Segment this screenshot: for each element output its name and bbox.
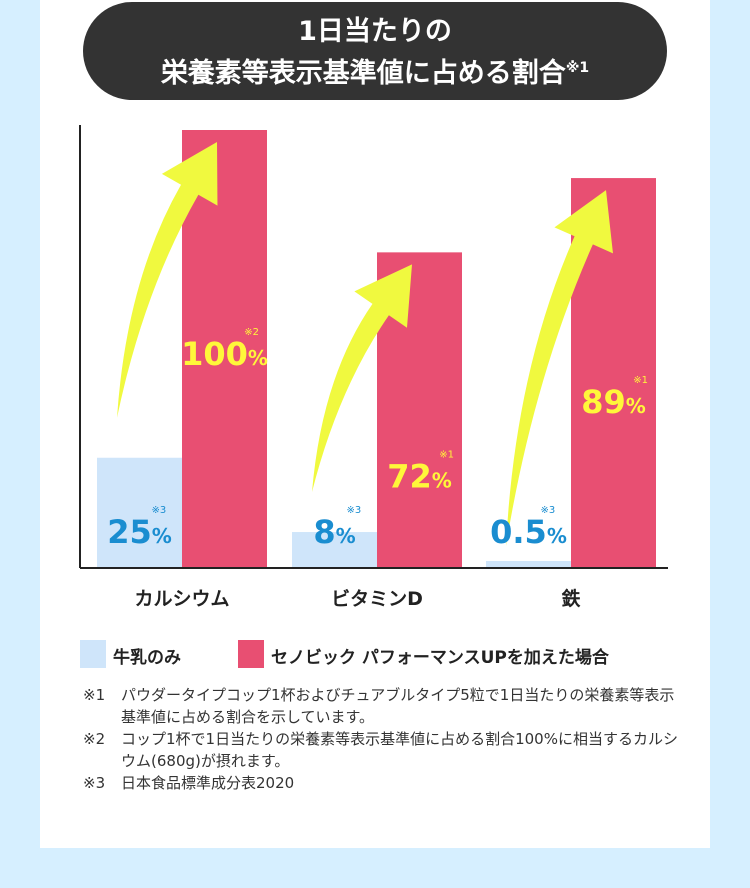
increase-arrow-3	[506, 190, 613, 546]
bar-chart: 25%※3100%※2カルシウム8%※372%※1ビタミンD0.5%※389%※…	[79, 125, 668, 610]
category-label-2: ビタミンD	[331, 588, 423, 610]
footnote-1: ※1 パウダータイプコップ1杯およびチュアブルタイプ5粒で1日当たりの栄養素等表示…	[83, 684, 683, 728]
footnote-mark: ※2	[83, 730, 106, 748]
cenovis-note-3: ※1	[633, 375, 648, 386]
footnote-3: ※3 日本食品標準成分表2020	[83, 772, 683, 794]
title-footnote-mark: ※1	[565, 60, 590, 76]
legend-swatch-milk	[80, 640, 106, 668]
footnote-mark: ※1	[83, 686, 106, 704]
chart-title: 1日当たりの 栄養素等表示基準値に占める割合※1	[83, 2, 667, 100]
footnote-text: コップ1杯で1日当たりの栄養素等表示基準値に占める割合100%に相当するカルシウ…	[121, 730, 678, 770]
cenovis-note-1: ※2	[244, 327, 259, 338]
cenovis-value-label-1: 100%	[181, 335, 268, 373]
milk-note-1: ※3	[152, 505, 167, 516]
title-line-2: 栄養素等表示基準値に占める割合※1	[83, 50, 667, 92]
increase-arrow-2	[312, 264, 412, 493]
footnote-mark: ※3	[83, 774, 106, 792]
bar-milk-2	[292, 532, 377, 567]
footnotes: ※1 パウダータイプコップ1杯およびチュアブルタイプ5粒で1日当たりの栄養素等表示…	[83, 684, 683, 794]
cenovis-note-2: ※1	[439, 449, 454, 460]
milk-note-3: ※3	[541, 505, 556, 516]
bar-milk-1	[97, 457, 182, 567]
bar-cenovis-1	[182, 130, 267, 567]
milk-note-2: ※3	[347, 505, 362, 516]
legend-label-milk: 牛乳のみ	[113, 648, 181, 668]
milk-value-label-1: 25%	[107, 513, 172, 551]
footnote-text: 日本食品標準成分表2020	[121, 774, 295, 792]
category-label-1: カルシウム	[134, 588, 229, 610]
title-line-1: 1日当たりの	[298, 16, 452, 47]
footnote-text: パウダータイプコップ1杯およびチュアブルタイプ5粒で1日当たりの栄養素等表示基準…	[121, 686, 675, 726]
legend-label-cenovis: セノビック パフォーマンスUPを加えた場合	[271, 648, 609, 668]
category-label-3: 鉄	[561, 587, 580, 610]
cenovis-value-label-2: 72%	[387, 457, 452, 495]
footnote-2: ※2 コップ1杯で1日当たりの栄養素等表示基準値に占める割合100%に相当するカル…	[83, 728, 683, 772]
milk-value-label-2: 8%	[313, 513, 355, 551]
bar-milk-3	[486, 561, 571, 567]
increase-arrow-1	[117, 142, 218, 418]
legend-swatch-cenovis	[238, 640, 264, 668]
title-line-2-text: 栄養素等表示基準値に占める割合	[160, 58, 566, 89]
cenovis-value-label-3: 89%	[581, 383, 646, 421]
milk-value-label-3: 0.5%	[490, 513, 567, 551]
